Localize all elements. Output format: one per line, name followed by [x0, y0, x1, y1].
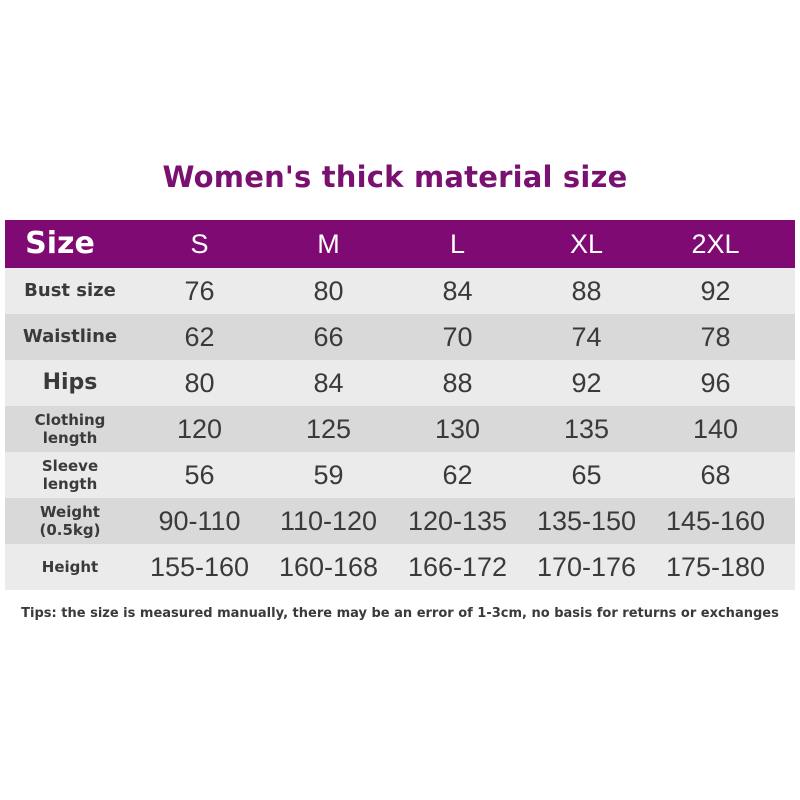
size-table: Size S M L XL 2XL Bust size 76 80 84 88 …	[5, 220, 795, 590]
table-cell: 96	[700, 367, 731, 398]
table-cell: 68	[700, 459, 731, 490]
table-cell: 170-176	[536, 551, 637, 582]
row-label-clothing-length: Clothing length	[5, 411, 135, 447]
table-row-sleeve-length: Sleeve length 56 59 62 65 68	[5, 452, 795, 498]
size-header-m: M	[317, 228, 340, 259]
table-cell: 62	[442, 459, 473, 490]
row-label-line: (0.5kg)	[39, 521, 101, 539]
table-cell: 140	[692, 413, 739, 444]
row-label-line: Clothing	[34, 411, 106, 429]
row-label-line: length	[42, 429, 98, 447]
chart-title: Women's thick material size	[162, 160, 628, 194]
row-label-waist: Waistline	[22, 326, 118, 348]
row-label-line: length	[42, 475, 98, 493]
table-cell: 84	[442, 275, 473, 306]
table-cell: 80	[184, 367, 215, 398]
table-cell: 80	[313, 275, 344, 306]
table-cell: 88	[571, 275, 602, 306]
table-cell: 84	[313, 367, 344, 398]
table-row-bust: Bust size 76 80 84 88 92	[5, 268, 795, 314]
row-label-line: Weight	[40, 503, 100, 521]
table-cell: 78	[700, 321, 731, 352]
table-cell: 135-150	[536, 505, 637, 536]
table-cell: 120	[176, 413, 223, 444]
table-cell: 92	[571, 367, 602, 398]
table-cell: 155-160	[149, 551, 250, 582]
table-cell: 90-110	[158, 505, 241, 536]
row-label-line: Sleeve	[41, 457, 99, 475]
row-label-weight: Weight (0.5kg)	[5, 503, 135, 539]
table-cell: 110-120	[279, 505, 378, 536]
table-cell: 145-160	[665, 505, 766, 536]
table-row-waist: Waistline 62 66 70 74 78	[5, 314, 795, 360]
table-cell: 62	[184, 321, 215, 352]
size-header-label: Size	[25, 226, 95, 261]
row-label-sleeve-length: Sleeve length	[5, 457, 135, 493]
table-cell: 74	[571, 321, 602, 352]
size-header-s: S	[190, 228, 209, 259]
table-cell: 56	[184, 459, 215, 490]
size-header-2xl: 2XL	[691, 228, 740, 259]
table-cell: 166-172	[407, 551, 508, 582]
table-row-weight: Weight (0.5kg) 90-110 110-120 120-135 13…	[5, 498, 795, 544]
table-cell: 70	[442, 321, 473, 352]
tips-note: Tips: the size is measured manually, the…	[21, 606, 779, 621]
table-header-row: Size S M L XL 2XL	[5, 220, 795, 268]
table-cell: 88	[442, 367, 473, 398]
table-cell: 59	[313, 459, 344, 490]
table-cell: 65	[571, 459, 602, 490]
table-cell: 92	[700, 275, 731, 306]
table-row-height: Height 155-160 160-168 166-172 170-176 1…	[5, 544, 795, 590]
table-cell: 76	[184, 275, 215, 306]
table-cell: 160-168	[278, 551, 379, 582]
table-cell: 130	[434, 413, 481, 444]
table-cell: 120-135	[407, 505, 508, 536]
table-cell: 66	[313, 321, 344, 352]
table-cell: 135	[563, 413, 610, 444]
size-header-l: L	[449, 228, 466, 259]
size-header-xl: XL	[569, 228, 604, 259]
table-cell: 175-180	[665, 551, 766, 582]
row-label-bust: Bust size	[24, 280, 116, 302]
row-label-hips: Hips	[42, 369, 98, 395]
table-row-clothing-length: Clothing length 120 125 130 135 140	[5, 406, 795, 452]
row-label-height: Height	[41, 558, 99, 576]
table-cell: 125	[305, 413, 352, 444]
table-row-hips: Hips 80 84 88 92 96	[5, 360, 795, 406]
